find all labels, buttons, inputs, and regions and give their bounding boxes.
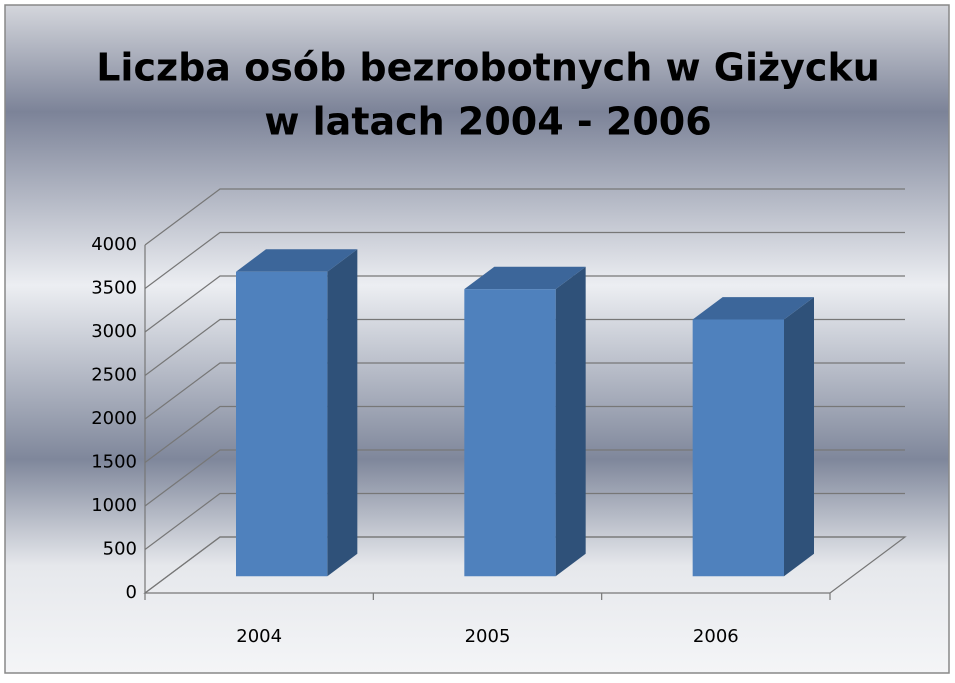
bar-top [236, 249, 358, 272]
y-tick-label: 2000 [91, 408, 137, 429]
x-tick-label: 2004 [236, 626, 282, 647]
grid-line [144, 362, 905, 420]
y-tick-label: 1000 [91, 495, 137, 516]
chart-subtitle: w latach 2004 - 2006 [264, 100, 711, 144]
chart-title: Liczba osób bezrobotnych w Giżycku [96, 46, 880, 90]
bar [464, 289, 556, 577]
bar [236, 271, 328, 577]
y-tick-label: 4000 [91, 234, 137, 255]
bar-side [555, 266, 586, 577]
grid-line [144, 188, 905, 246]
bar [692, 319, 784, 577]
y-tick-label: 3500 [91, 278, 137, 299]
y-tick-label: 2500 [91, 365, 137, 386]
y-tick-label: 3000 [91, 321, 137, 342]
y-tick-label: 1500 [91, 452, 137, 473]
grid-line [144, 536, 905, 594]
grid-line [144, 449, 905, 507]
grid-line [144, 405, 905, 463]
bar-side [327, 249, 358, 577]
bar-side [784, 297, 814, 577]
grid-line [144, 231, 905, 289]
x-tick-label: 2005 [465, 626, 511, 647]
grid-line [144, 275, 905, 333]
y-tick-label: 0 [126, 582, 137, 603]
grid-line [144, 318, 905, 376]
y-tick-label: 500 [103, 539, 137, 560]
bar-top [692, 297, 814, 320]
bar-top [464, 266, 586, 290]
grid-line [144, 492, 905, 550]
x-tick-label: 2006 [693, 626, 739, 647]
